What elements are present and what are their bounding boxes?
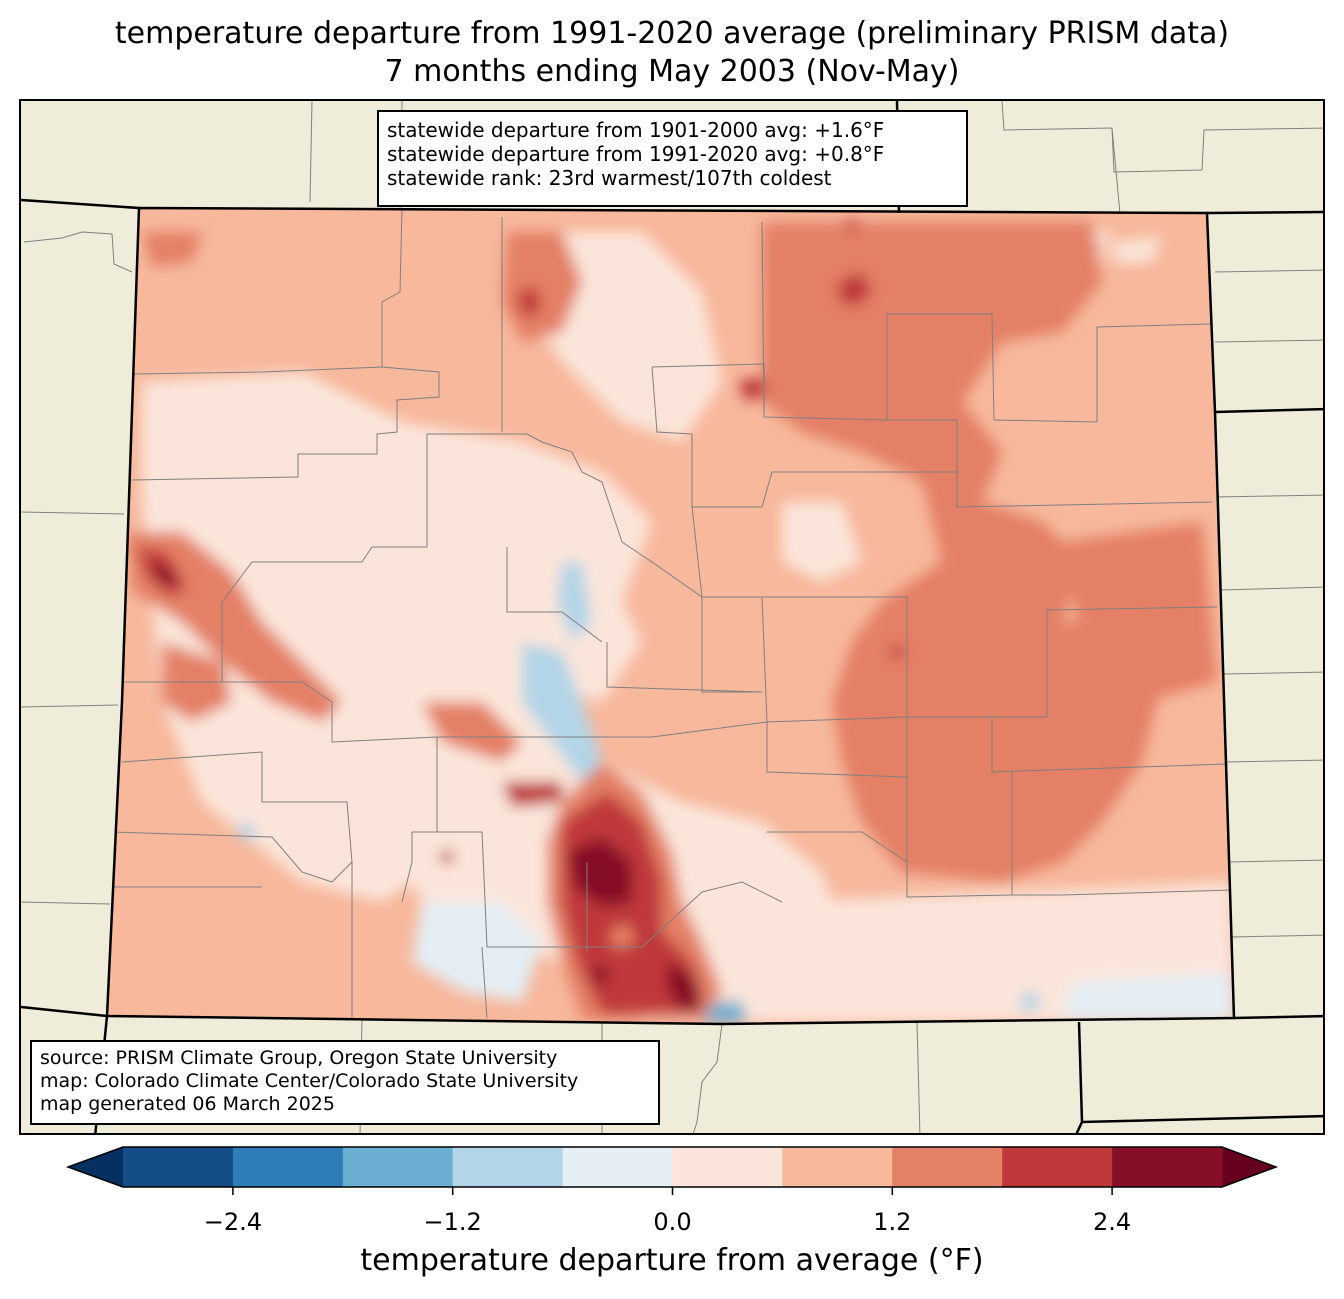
source-line-3: map generated 06 March 2025 xyxy=(40,1093,335,1115)
state-borders xyxy=(21,101,1323,1133)
colorbar-outline xyxy=(65,1146,1279,1188)
statewide-stats-box: statewide departure from 1901-2000 avg: … xyxy=(377,110,968,207)
colorbar-tick-label: 1.2 xyxy=(873,1208,912,1236)
source-box: source: PRISM Climate Group, Oregon Stat… xyxy=(30,1040,660,1125)
colorbar-bin xyxy=(232,1147,344,1187)
colorbar-bin xyxy=(782,1147,893,1187)
map-title-line-1: temperature departure from 1991-2020 ave… xyxy=(114,16,1230,51)
colorbar-bin xyxy=(1002,1147,1113,1187)
colorbar-bin xyxy=(342,1147,454,1187)
colorbar-bin xyxy=(1112,1147,1223,1187)
colorbar-bin xyxy=(672,1147,783,1187)
stats-line-3: statewide rank: 23rd warmest/107th colde… xyxy=(387,166,832,190)
colorbar-under-arrow xyxy=(68,1147,123,1187)
colorado-county-lines xyxy=(107,208,1233,1019)
colorbar-tick-label: 0.0 xyxy=(653,1208,692,1236)
colorado-map xyxy=(21,101,1323,1133)
map-panel xyxy=(19,99,1325,1135)
stats-line-1: statewide departure from 1901-2000 avg: … xyxy=(387,118,885,142)
colorbar-over-arrow xyxy=(1222,1147,1276,1187)
colorbar-label: temperature departure from average (°F) xyxy=(360,1243,984,1278)
colorbar-bin xyxy=(452,1147,564,1187)
departure-field xyxy=(107,208,1234,1024)
colorbar-bin xyxy=(892,1147,1003,1187)
source-line-2: map: Colorado Climate Center/Colorado St… xyxy=(40,1070,579,1092)
stats-line-2: statewide departure from 1991-2020 avg: … xyxy=(387,142,885,166)
colorbar-tick-label: −2.4 xyxy=(203,1208,263,1236)
source-line-1: source: PRISM Climate Group, Oregon Stat… xyxy=(40,1047,558,1069)
map-title-line-2: 7 months ending May 2003 (Nov-May) xyxy=(384,54,960,89)
colorbar-bin xyxy=(123,1147,234,1187)
colorbar-tick-label: 2.4 xyxy=(1093,1208,1132,1236)
colorbar xyxy=(65,1146,1279,1195)
colorbar-tick-label: −1.2 xyxy=(423,1208,482,1236)
colorbar-bin xyxy=(562,1147,673,1187)
